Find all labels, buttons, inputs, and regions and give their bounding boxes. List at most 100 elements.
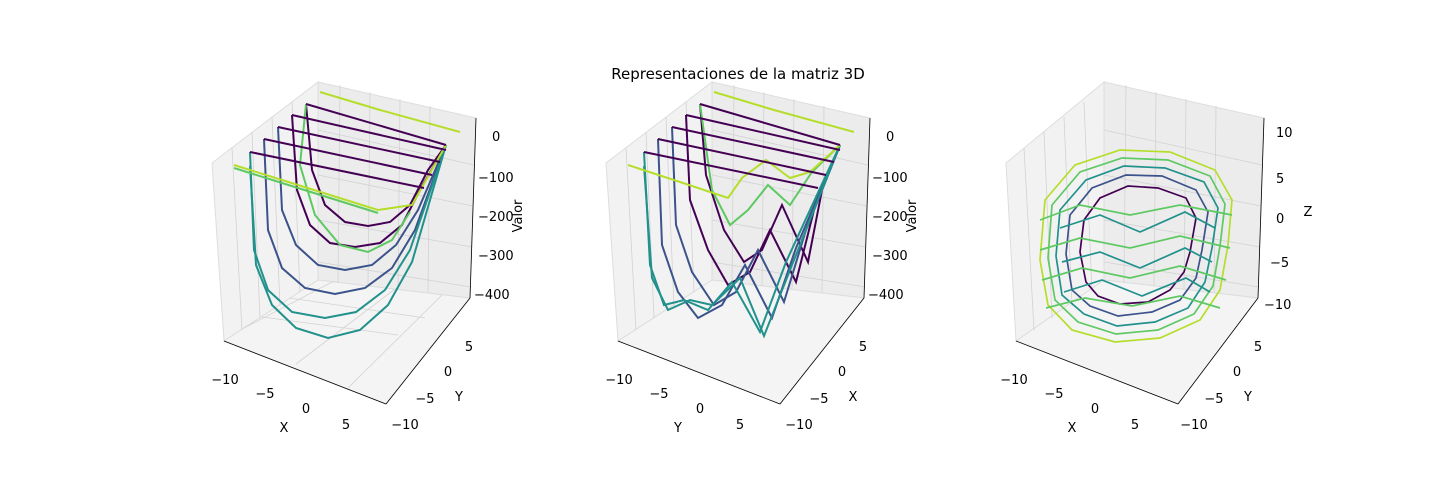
data-curves	[627, 91, 855, 339]
x-axis: −10 −5 0 5 X	[1000, 340, 1179, 436]
contour-level	[1063, 277, 1211, 297]
series-curve	[298, 103, 411, 254]
series-curve	[263, 138, 447, 296]
x-tick-label: −5	[1044, 387, 1063, 402]
y-tick-label: 0	[444, 365, 452, 380]
x-tick-label: 5	[1131, 418, 1139, 433]
z-tick-label: 0	[1276, 212, 1284, 227]
x-tick-label: 0	[1091, 402, 1099, 417]
y-axis: −10 −5 0 5 Y	[1177, 297, 1262, 433]
x-tick-label: −5	[649, 387, 668, 402]
series-curve	[643, 144, 841, 335]
contour-level	[1061, 247, 1213, 269]
series-curve	[699, 103, 841, 227]
z-tick-label: −300	[478, 249, 514, 264]
x-tick-label: 0	[696, 402, 704, 417]
series-curve	[643, 151, 819, 189]
series-curve	[319, 91, 461, 133]
y-tick-label: −10	[1180, 418, 1207, 433]
y-axis: −10 −5 0 5 X	[779, 297, 867, 433]
panel-1: −10 −5 0 5 X −10 −5 0 5 Y 0 −100 −200 −3…	[211, 80, 526, 436]
series-curve	[233, 167, 379, 214]
z-tick-label: −100	[478, 171, 514, 186]
y-tick-label: 5	[465, 340, 473, 355]
series-curve	[305, 103, 447, 146]
contour-loop	[1065, 174, 1209, 317]
series-curve	[699, 103, 841, 146]
z-tick-label: −200	[478, 210, 514, 225]
panel-3: −10 −5 0 5 X −10 −5 0 5 Y 10 5 0 −5 −10 …	[1000, 80, 1313, 436]
contour-loop	[1047, 157, 1226, 335]
series-curve	[643, 144, 841, 339]
z-axis-label: Z	[1304, 205, 1313, 220]
x-tick-label: 5	[342, 418, 350, 433]
series-curve	[291, 114, 447, 151]
series-curve	[305, 103, 447, 228]
z-axis: 0 −100 −200 −300 −400 Valor	[469, 117, 526, 303]
z-tick-label: 10	[1276, 126, 1293, 141]
grid-lines	[231, 84, 475, 389]
series-curve	[657, 138, 827, 176]
z-axis: 0 −100 −200 −300 −400 Valor	[863, 117, 920, 303]
contour-loop	[1079, 185, 1197, 305]
z-tick-label: −300	[872, 249, 908, 264]
series-curve	[249, 151, 425, 189]
contour-level	[1059, 211, 1216, 233]
series-curve	[263, 138, 433, 176]
y-axis: −10 −5 0 5 Y	[385, 297, 473, 433]
series-curve	[671, 126, 841, 307]
series-curve	[249, 144, 447, 340]
z-tick-label: −400	[474, 288, 510, 303]
z-tick-label: 0	[886, 130, 894, 145]
z-tick-label: −200	[872, 210, 908, 225]
z-axis: 10 5 0 −5 −10 Z	[1257, 117, 1313, 313]
series-curve	[671, 126, 835, 163]
x-axis-label: X	[1068, 421, 1077, 436]
y-axis-label: X	[849, 390, 858, 405]
x-tick-label: −10	[605, 373, 632, 388]
series-curve	[685, 114, 841, 287]
series-curve	[277, 126, 447, 272]
contour-level	[1041, 265, 1227, 281]
series-curve	[713, 91, 855, 133]
contour-level	[1039, 235, 1231, 251]
series-curve	[685, 114, 841, 151]
y-tick-label: −5	[1204, 392, 1223, 407]
x-axis: −10 −5 0 5 X	[211, 340, 387, 436]
z-tick-label: 5	[1276, 172, 1284, 187]
z-axis-label: Valor	[905, 199, 920, 232]
contour-level	[1039, 204, 1233, 221]
x-axis-label: Y	[673, 421, 682, 436]
z-tick-label: −5	[1270, 256, 1289, 271]
y-tick-label: 0	[1233, 365, 1241, 380]
z-tick-label: −400	[868, 288, 904, 303]
y-axis-label: Y	[1243, 390, 1252, 405]
x-tick-label: −5	[255, 387, 274, 402]
contour-stack	[1039, 149, 1233, 343]
x-axis-label: X	[280, 421, 289, 436]
y-tick-label: 0	[838, 365, 846, 380]
z-tick-label: −10	[1264, 298, 1291, 313]
series-curve	[657, 138, 841, 321]
y-tick-label: −10	[391, 418, 418, 433]
data-curves	[233, 91, 461, 340]
series-curve	[277, 126, 441, 163]
z-tick-label: 0	[492, 130, 500, 145]
y-tick-label: 5	[1254, 340, 1262, 355]
grid-lines	[625, 84, 869, 331]
y-tick-label: −5	[415, 392, 434, 407]
y-tick-label: −10	[785, 418, 812, 433]
contour-loop	[1039, 149, 1233, 343]
y-tick-label: −5	[809, 392, 828, 407]
x-axis: −10 −5 0 5 Y	[605, 340, 781, 436]
panel-2: −10 −5 0 5 Y −10 −5 0 5 X 0 −100 −200 −3…	[605, 80, 920, 436]
figure-title: Representaciones de la matriz 3D	[611, 65, 865, 83]
x-tick-label: −10	[211, 373, 238, 388]
contour-level	[1045, 295, 1221, 309]
z-tick-label: −100	[872, 171, 908, 186]
y-axis-label: Y	[454, 390, 463, 405]
series-curve	[627, 144, 841, 200]
series-curve	[233, 144, 447, 212]
z-axis-label: Valor	[511, 199, 526, 232]
